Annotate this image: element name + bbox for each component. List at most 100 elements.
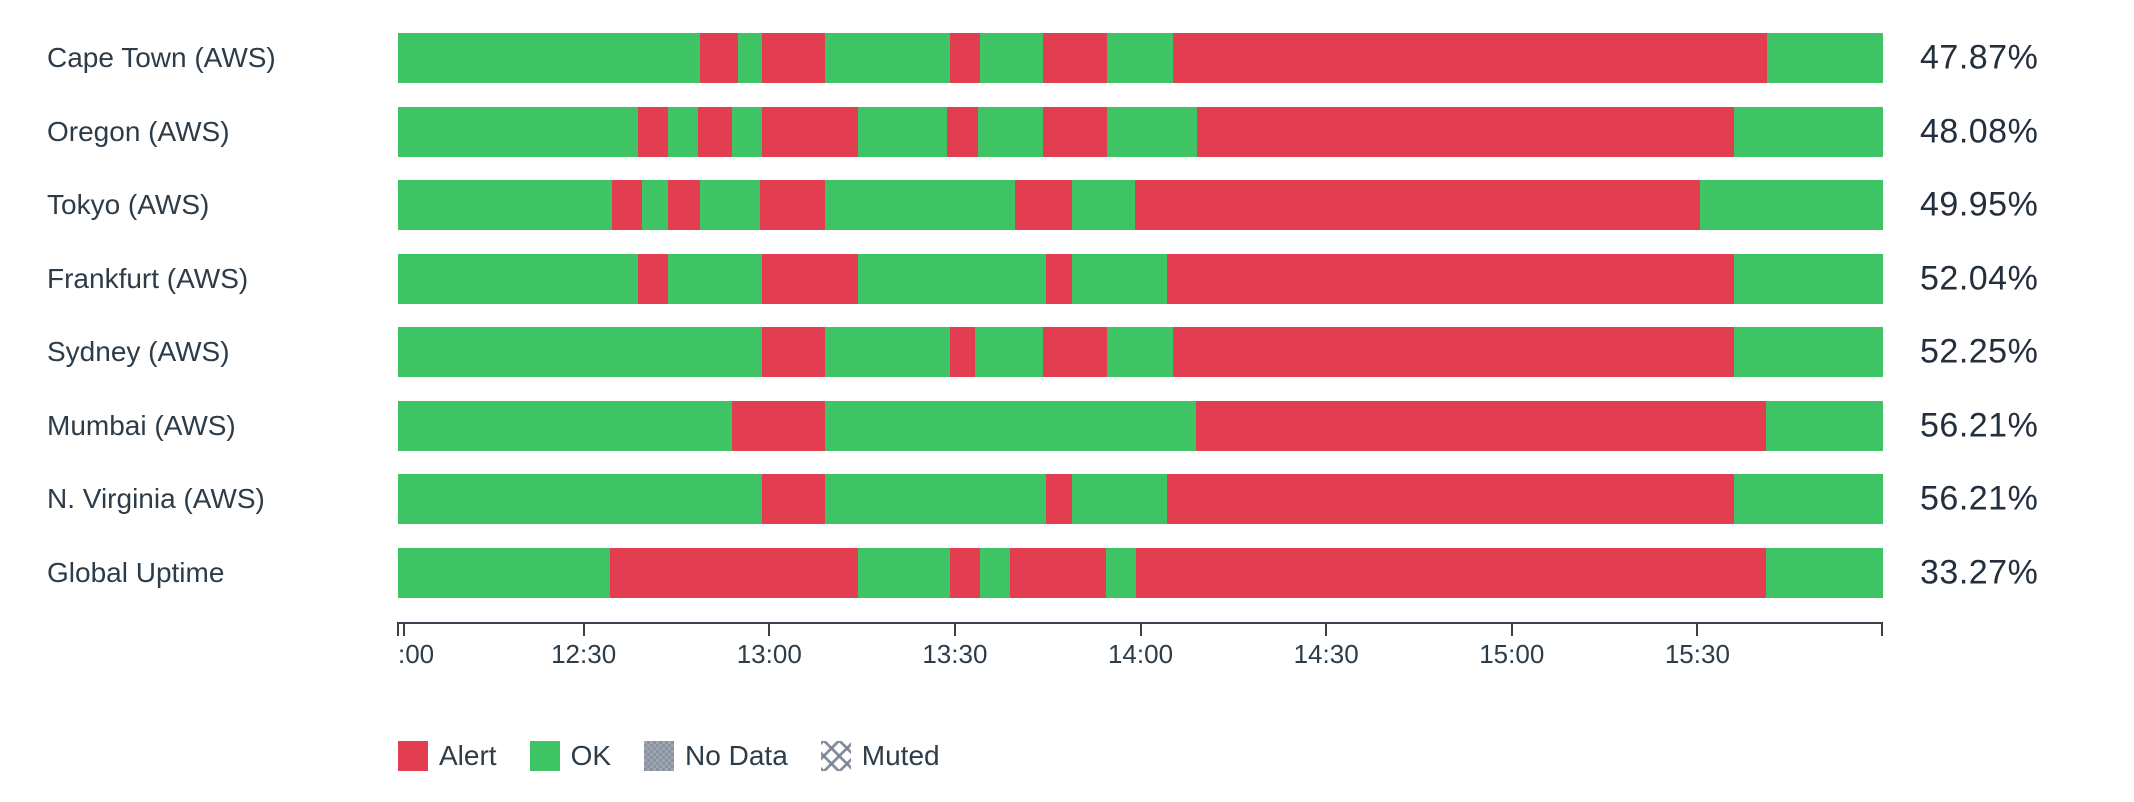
status-segment-ok[interactable] (824, 180, 1015, 230)
status-segment-ok[interactable] (858, 548, 950, 598)
status-segment-alert[interactable] (1045, 254, 1072, 304)
status-segment-ok[interactable] (699, 180, 760, 230)
status-segment-ok[interactable] (824, 401, 1196, 451)
status-segment-alert[interactable] (946, 107, 978, 157)
uptime-value: 49.95% (1920, 185, 2039, 224)
status-segment-ok[interactable] (398, 107, 638, 157)
status-segment-alert[interactable] (761, 254, 858, 304)
status-segment-ok[interactable] (398, 327, 762, 377)
legend-item-ok: OK (529, 740, 611, 772)
status-segment-ok[interactable] (398, 548, 611, 598)
status-segment-alert[interactable] (761, 327, 825, 377)
status-segment-ok[interactable] (667, 107, 698, 157)
status-segment-alert[interactable] (611, 180, 642, 230)
status-segment-ok[interactable] (977, 107, 1043, 157)
status-segment-ok[interactable] (980, 33, 1044, 83)
status-segment-ok[interactable] (1765, 401, 1883, 451)
axis-tick-label: 13:00 (736, 639, 802, 669)
status-bar[interactable] (398, 254, 1883, 304)
status-segment-alert[interactable] (1045, 474, 1072, 524)
axis-tick (1325, 622, 1328, 636)
status-segment-ok[interactable] (1733, 474, 1883, 524)
status-segment-ok[interactable] (857, 107, 947, 157)
status-segment-alert[interactable] (1043, 33, 1108, 83)
status-segment-alert[interactable] (1172, 33, 1767, 83)
status-bar[interactable] (398, 33, 1883, 83)
status-segment-ok[interactable] (641, 180, 668, 230)
status-segment-ok[interactable] (1071, 180, 1135, 230)
status-segment-alert[interactable] (1134, 180, 1700, 230)
status-segment-ok[interactable] (857, 254, 1046, 304)
status-segment-alert[interactable] (700, 33, 739, 83)
uptime-value: 52.25% (1920, 332, 2039, 371)
status-bar[interactable] (398, 548, 1883, 598)
status-segment-ok[interactable] (1765, 548, 1883, 598)
status-row: Global Uptime 33.27% (0, 548, 2134, 598)
status-segment-ok[interactable] (824, 474, 1046, 524)
axis-tick (582, 622, 585, 636)
status-segment-alert[interactable] (697, 107, 732, 157)
status-segment-ok[interactable] (738, 33, 763, 83)
legend-item-muted: Muted (820, 740, 940, 772)
status-segment-ok[interactable] (1106, 107, 1197, 157)
status-segment-ok[interactable] (1766, 33, 1883, 83)
status-segment-alert[interactable] (949, 548, 980, 598)
status-segment-ok[interactable] (398, 180, 612, 230)
status-segment-alert[interactable] (1009, 548, 1106, 598)
axis-tick (397, 622, 399, 636)
status-bar[interactable] (398, 474, 1883, 524)
status-segment-ok[interactable] (1071, 254, 1167, 304)
status-segment-alert[interactable] (759, 180, 825, 230)
status-segment-alert[interactable] (949, 327, 975, 377)
status-segment-alert[interactable] (1172, 327, 1734, 377)
status-segment-ok[interactable] (398, 401, 732, 451)
status-segment-ok[interactable] (1105, 548, 1136, 598)
status-segment-alert[interactable] (1042, 327, 1107, 377)
status-segment-ok[interactable] (398, 33, 701, 83)
status-segment-alert[interactable] (761, 474, 825, 524)
status-bar[interactable] (398, 401, 1883, 451)
status-segment-alert[interactable] (1014, 180, 1072, 230)
status-segment-alert[interactable] (1042, 107, 1107, 157)
status-segment-alert[interactable] (731, 401, 825, 451)
status-segment-alert[interactable] (1166, 474, 1734, 524)
status-bar[interactable] (398, 327, 1883, 377)
axis-tick (1881, 622, 1883, 636)
status-segment-alert[interactable] (950, 33, 981, 83)
status-segment-alert[interactable] (610, 548, 859, 598)
status-segment-alert[interactable] (762, 33, 826, 83)
status-segment-ok[interactable] (974, 327, 1043, 377)
status-segment-alert[interactable] (667, 180, 700, 230)
status-bar[interactable] (398, 107, 1883, 157)
status-segment-ok[interactable] (824, 327, 950, 377)
status-segment-ok[interactable] (1071, 474, 1167, 524)
status-segment-ok[interactable] (1106, 327, 1173, 377)
status-segment-alert[interactable] (761, 107, 858, 157)
status-segment-ok[interactable] (979, 548, 1010, 598)
status-segment-ok[interactable] (398, 254, 638, 304)
status-segment-alert[interactable] (637, 107, 668, 157)
status-segment-alert[interactable] (1135, 548, 1766, 598)
status-segment-ok[interactable] (667, 254, 762, 304)
uptime-value: 56.21% (1920, 406, 2039, 445)
legend-item-alert: Alert (398, 740, 497, 772)
status-segment-ok[interactable] (1733, 327, 1883, 377)
axis-tick (1696, 622, 1699, 636)
status-segment-ok[interactable] (825, 33, 951, 83)
legend-label: Alert (439, 740, 497, 771)
row-label: Oregon (AWS) (47, 116, 230, 147)
status-segment-ok[interactable] (1733, 107, 1883, 157)
status-segment-ok[interactable] (1699, 180, 1883, 230)
status-segment-ok[interactable] (1733, 254, 1883, 304)
status-segment-alert[interactable] (1196, 107, 1734, 157)
row-label: N. Virginia (AWS) (47, 483, 265, 514)
status-segment-ok[interactable] (731, 107, 762, 157)
status-segment-alert[interactable] (1195, 401, 1766, 451)
status-bar[interactable] (398, 180, 1883, 230)
uptime-value: 33.27% (1920, 553, 2039, 592)
status-segment-alert[interactable] (637, 254, 668, 304)
axis-tick-label: 13:30 (922, 639, 988, 669)
status-segment-ok[interactable] (398, 474, 762, 524)
status-segment-ok[interactable] (1107, 33, 1173, 83)
status-segment-alert[interactable] (1166, 254, 1734, 304)
